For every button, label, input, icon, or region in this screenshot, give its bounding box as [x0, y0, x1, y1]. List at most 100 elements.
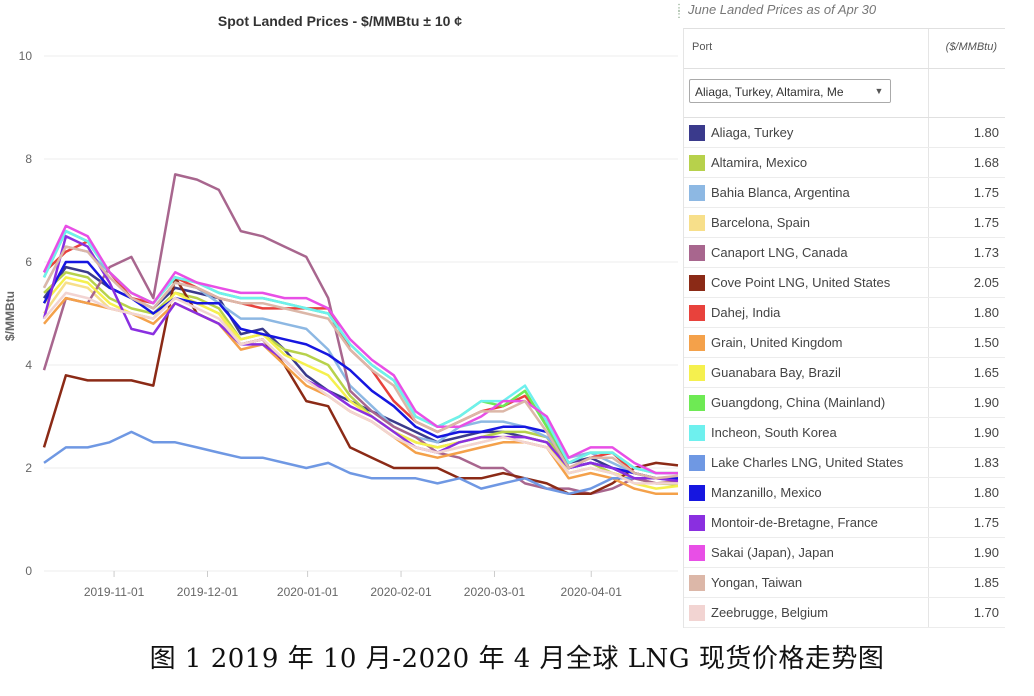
- legend-row[interactable]: Guanabara Bay, Brazil 1.65: [684, 358, 1005, 388]
- legend-swatch: [689, 574, 705, 591]
- figure-caption: 图 1 2019 年 10 月-2020 年 4 月全球 LNG 现货价格走势图: [149, 644, 885, 674]
- port-filter-value: Aliaga, Turkey, Altamira, Me: [695, 85, 844, 99]
- legend-port-label: Yongan, Taiwan: [711, 575, 803, 590]
- gridlines: [44, 55, 678, 572]
- legend-swatch: [689, 184, 705, 201]
- legend-row[interactable]: Yongan, Taiwan 1.85: [684, 568, 1005, 598]
- line-chart: Spot Landed Prices - $/MMBtu ± 10 ¢ $/MM…: [3, 13, 679, 599]
- legend-swatch: [689, 334, 705, 351]
- legend-price-value: 1.83: [973, 455, 999, 470]
- legend-price-value: 1.80: [973, 125, 999, 140]
- table-header: Port ($/MMBtu): [684, 29, 1005, 69]
- legend-swatch: [689, 124, 705, 141]
- legend-port-label: Bahia Blanca, Argentina: [711, 185, 850, 200]
- legend-price-value: 1.70: [973, 605, 999, 620]
- x-tick-label: 2019-12-01: [177, 585, 239, 599]
- x-axis-ticks: 2019-11-01 2019-12-01 2020-01-01 2020-02-01…: [84, 571, 622, 599]
- series-line-canaport-lng-canada[interactable]: [42, 173, 679, 496]
- y-tick-label: 6: [25, 255, 32, 269]
- y-axis-ticks: 0 2 4 6 8 10: [19, 49, 33, 578]
- legend-port-label: Guanabara Bay, Brazil: [711, 365, 841, 380]
- legend-price-value: 1.90: [973, 425, 999, 440]
- x-tick-label: 2019-11-01: [84, 585, 145, 599]
- series-line-yongan-taiwan[interactable]: [42, 245, 679, 480]
- legend-price-value: 1.75: [973, 185, 999, 200]
- legend-port-label: Montoir-de-Bretagne, France: [711, 515, 878, 530]
- x-tick-label: 2020-01-01: [277, 585, 339, 599]
- chevron-down-icon[interactable]: ▼: [868, 80, 890, 102]
- legend-row[interactable]: Sakai (Japan), Japan 1.90: [684, 538, 1005, 568]
- series-line-bahia-blanca-argentina[interactable]: [42, 245, 679, 483]
- series-line-manzanillo-mexico[interactable]: [42, 260, 678, 480]
- y-tick-label: 4: [25, 358, 32, 372]
- legend-swatch: [689, 604, 705, 621]
- legend-price-value: 1.65: [973, 365, 999, 380]
- filter-row: Aliaga, Turkey, Altamira, Me ▼: [684, 69, 1005, 118]
- legend-rows: Aliaga, Turkey 1.80 Altamira, Mexico 1.68 Ba…: [684, 118, 1005, 628]
- x-tick-label: 2020-04-01: [561, 585, 623, 599]
- x-tick-label: 2020-03-01: [464, 585, 526, 599]
- y-tick-label: 10: [19, 49, 33, 63]
- series-line-zeebrugge-belgium[interactable]: [43, 291, 678, 485]
- legend-row[interactable]: Cove Point LNG, United States 2.05: [684, 268, 1005, 298]
- legend-port-label: Zeebrugge, Belgium: [711, 605, 829, 620]
- port-filter-select[interactable]: Aliaga, Turkey, Altamira, Me ▼: [689, 79, 891, 103]
- price-column-header[interactable]: ($/MMBtu): [945, 41, 997, 53]
- port-column-header[interactable]: Port: [684, 29, 929, 68]
- legend-port-label: Altamira, Mexico: [711, 155, 808, 170]
- y-tick-label: 2: [25, 461, 32, 475]
- series-line-sakai-japan-japan[interactable]: [42, 224, 678, 475]
- legend-price-value: 1.75: [973, 215, 999, 230]
- legend-row[interactable]: Montoir-de-Bretagne, France 1.75: [684, 508, 1005, 538]
- legend-price-value: 1.90: [973, 395, 999, 410]
- legend-row[interactable]: Lake Charles LNG, United States 1.83: [684, 448, 1005, 478]
- legend-table: Port ($/MMBtu) Aliaga, Turkey, Altamira,…: [683, 28, 1005, 628]
- legend-row[interactable]: Incheon, South Korea 1.90: [684, 418, 1005, 448]
- legend-price-value: 2.05: [973, 275, 999, 290]
- legend-row[interactable]: Grain, United Kingdom 1.50: [684, 328, 1005, 358]
- price-table-panel: ⋮ ⋮ June Landed Prices as of Apr 30 Port …: [674, 0, 1005, 628]
- legend-row[interactable]: Guangdong, China (Mainland) 1.90: [684, 388, 1005, 418]
- legend-port-label: Incheon, South Korea: [711, 425, 837, 440]
- legend-port-label: Lake Charles LNG, United States: [711, 455, 904, 470]
- legend-swatch: [689, 244, 705, 261]
- legend-port-label: Canaport LNG, Canada: [711, 245, 848, 260]
- legend-row[interactable]: Altamira, Mexico 1.68: [684, 148, 1005, 178]
- legend-row[interactable]: Bahia Blanca, Argentina 1.75: [684, 178, 1005, 208]
- series-lines: [42, 173, 679, 496]
- legend-swatch: [689, 214, 705, 231]
- legend-row[interactable]: Dahej, India 1.80: [684, 298, 1005, 328]
- legend-swatch: [689, 544, 705, 561]
- legend-price-value: 1.68: [973, 155, 999, 170]
- chart-title: Spot Landed Prices - $/MMBtu ± 10 ¢: [218, 13, 462, 29]
- legend-row[interactable]: Canaport LNG, Canada 1.73: [684, 238, 1005, 268]
- legend-swatch: [689, 154, 705, 171]
- legend-swatch: [689, 424, 705, 441]
- legend-swatch: [689, 304, 705, 321]
- legend-swatch: [689, 454, 705, 471]
- legend-port-label: Grain, United Kingdom: [711, 335, 843, 350]
- legend-swatch: [689, 364, 705, 381]
- panel-caption: June Landed Prices as of Apr 30: [688, 2, 877, 17]
- y-tick-label: 8: [25, 152, 32, 166]
- legend-price-value: 1.85: [973, 575, 999, 590]
- y-axis-label: $/MMBtu: [3, 291, 17, 341]
- legend-row[interactable]: Barcelona, Spain 1.75: [684, 208, 1005, 238]
- legend-price-value: 1.80: [973, 485, 999, 500]
- legend-row[interactable]: Manzanillo, Mexico 1.80: [684, 478, 1005, 508]
- series-line-lake-charles-lng-united-states[interactable]: [43, 430, 679, 496]
- legend-price-value: 1.73: [973, 245, 999, 260]
- legend-port-label: Barcelona, Spain: [711, 215, 811, 230]
- legend-port-label: Dahej, India: [711, 305, 781, 320]
- legend-price-value: 1.80: [973, 305, 999, 320]
- legend-row[interactable]: Zeebrugge, Belgium 1.70: [684, 598, 1005, 628]
- x-tick-label: 2020-02-01: [370, 585, 432, 599]
- drag-handle[interactable]: ⋮ ⋮: [674, 3, 684, 20]
- legend-port-label: Aliaga, Turkey: [711, 125, 794, 140]
- legend-swatch: [689, 274, 705, 291]
- legend-port-label: Sakai (Japan), Japan: [711, 545, 834, 560]
- legend-port-label: Manzanillo, Mexico: [711, 485, 822, 500]
- legend-price-value: 1.75: [973, 515, 999, 530]
- legend-price-value: 1.50: [973, 335, 999, 350]
- legend-row[interactable]: Aliaga, Turkey 1.80: [684, 118, 1005, 148]
